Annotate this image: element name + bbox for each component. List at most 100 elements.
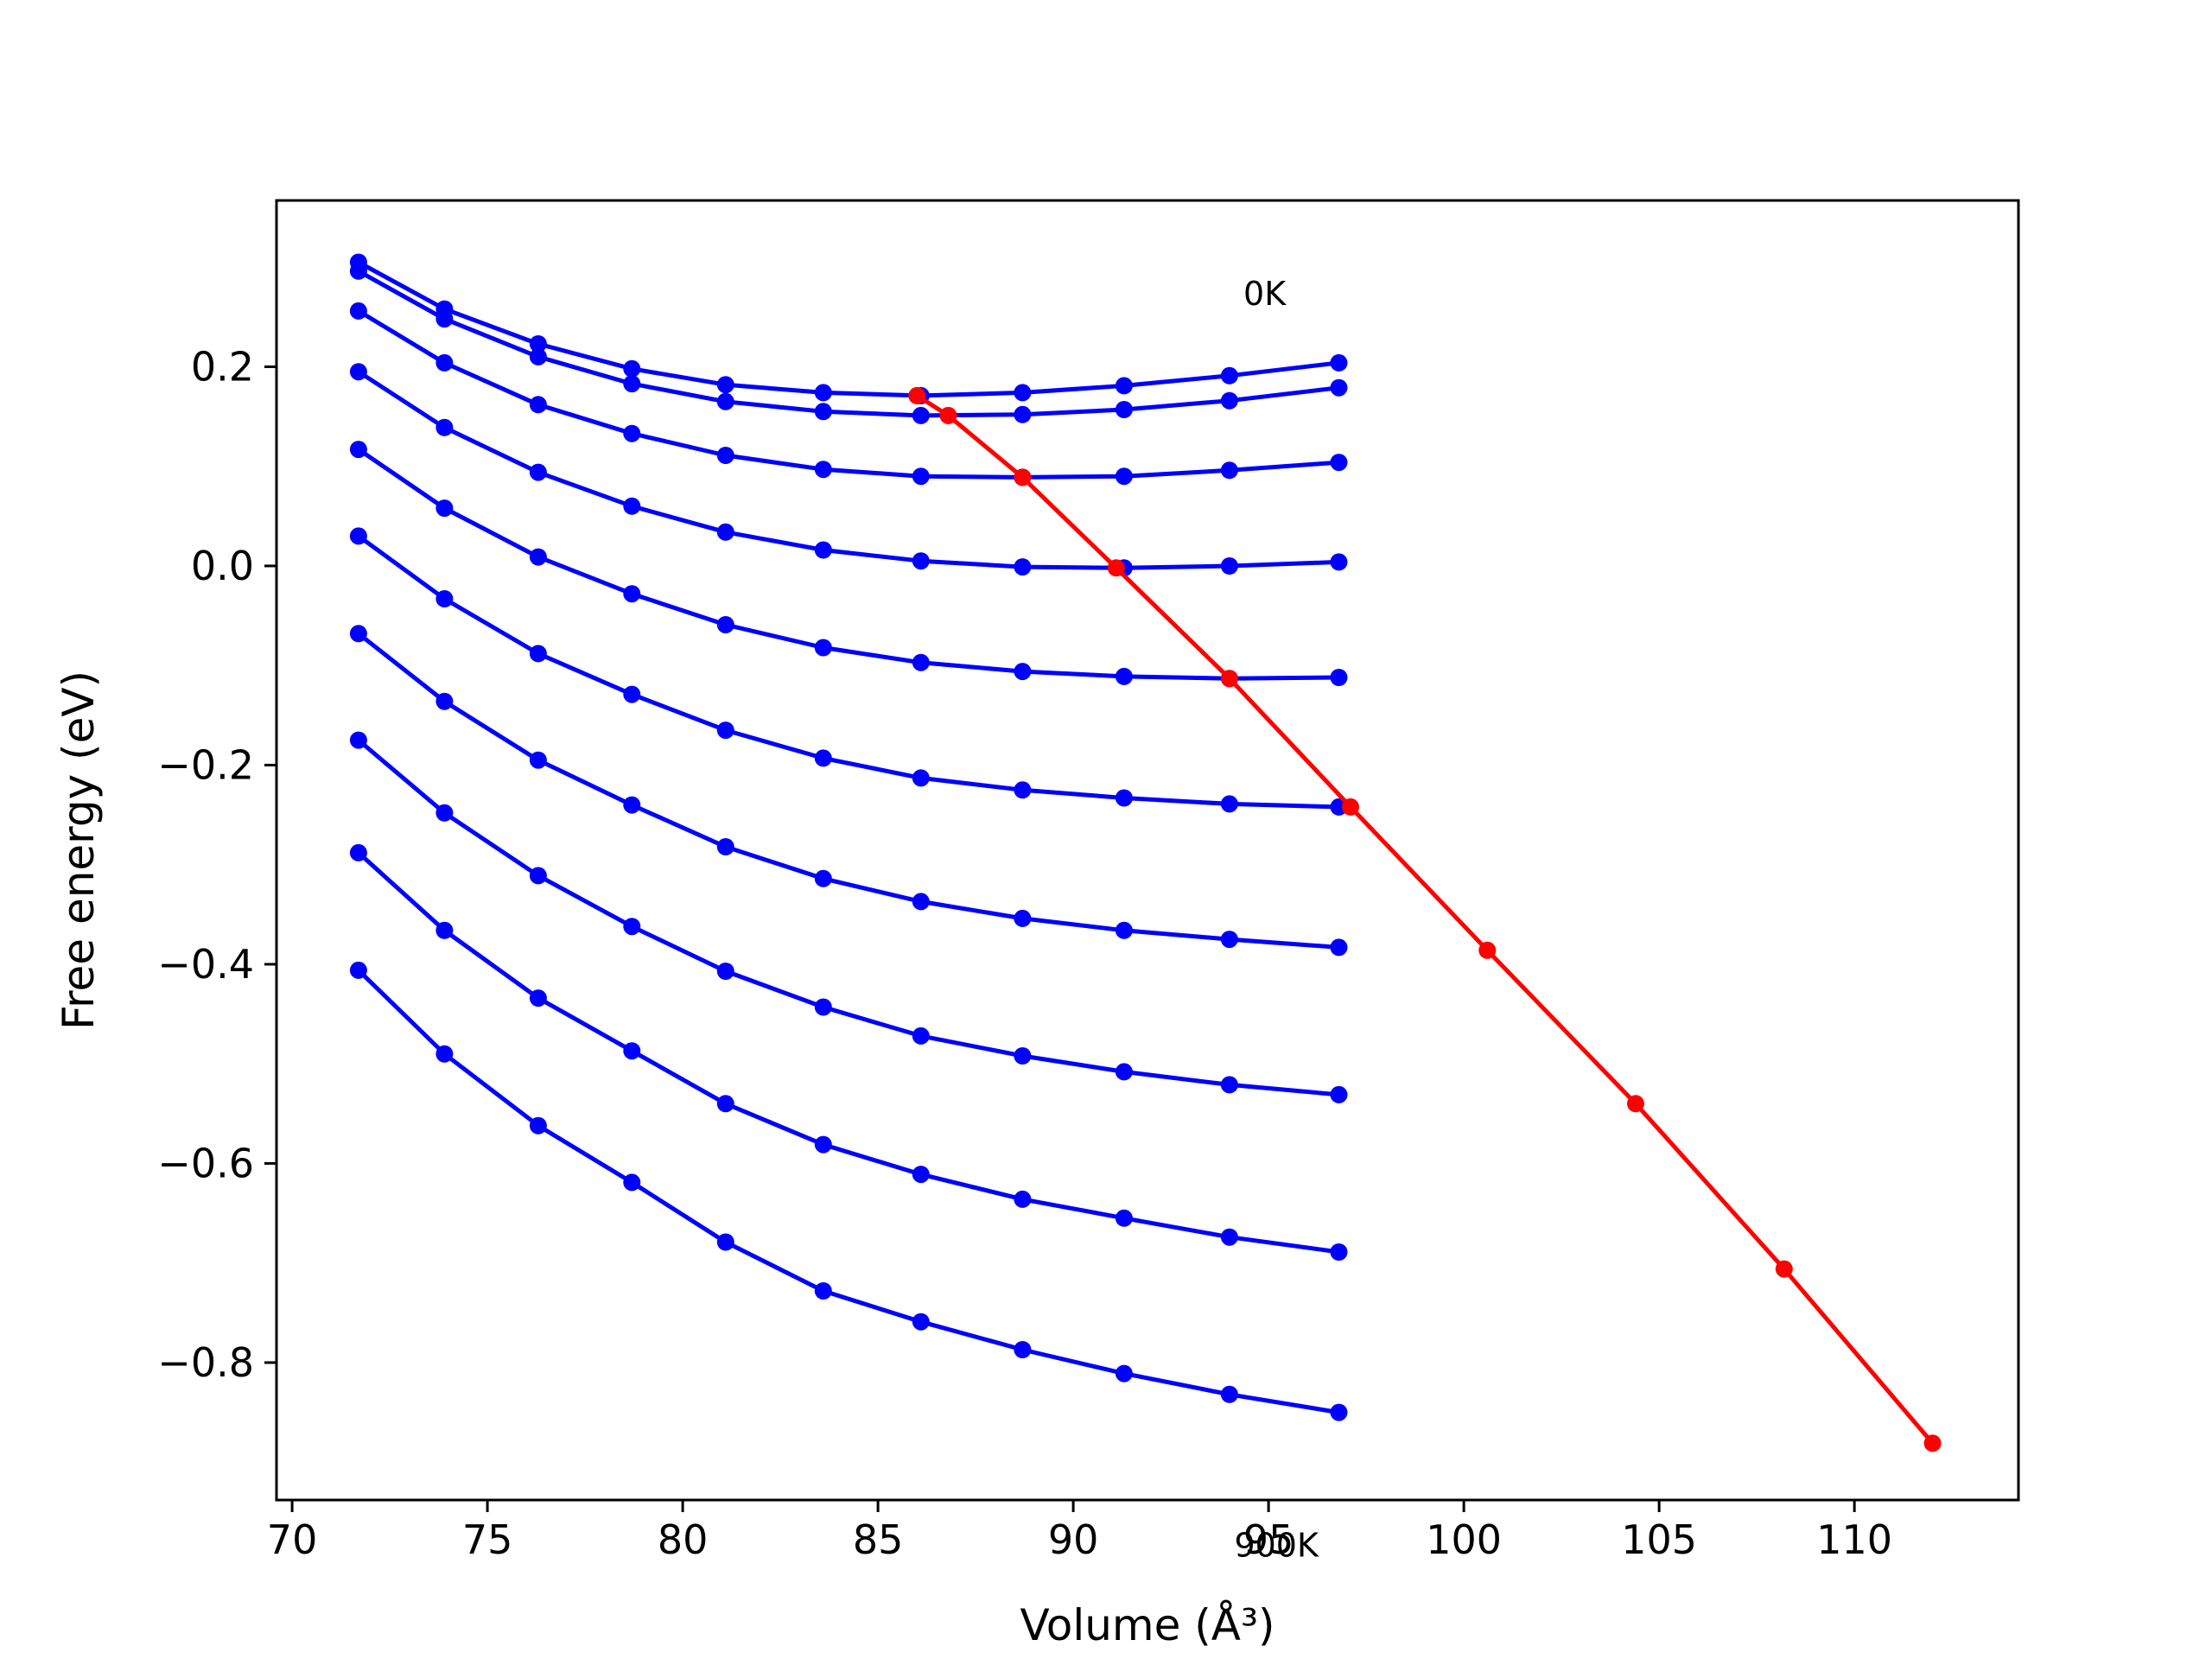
data-point: [912, 406, 930, 424]
data-point: [814, 749, 832, 767]
data-point: [435, 353, 454, 372]
x-tick-label: 100: [1426, 1516, 1502, 1563]
data-point: [1330, 938, 1348, 957]
data-point: [435, 921, 454, 939]
data-point: [623, 359, 641, 378]
data-point: [623, 685, 641, 703]
data-point: [1115, 1063, 1133, 1081]
equilibrium-point: [1775, 1260, 1793, 1278]
data-point: [1115, 377, 1133, 395]
data-point: [623, 796, 641, 814]
data-point: [716, 721, 734, 740]
data-point: [716, 616, 734, 633]
data-point: [1330, 353, 1348, 372]
y-tick-label: −0.4: [157, 941, 254, 988]
y-tick-label: 0.2: [191, 343, 254, 390]
data-point: [814, 1282, 832, 1300]
data-point: [716, 392, 734, 410]
series-8: [349, 843, 1348, 1261]
x-tick-label: 110: [1816, 1516, 1892, 1563]
data-point: [435, 310, 454, 328]
data-point: [1220, 391, 1238, 410]
data-point: [435, 418, 454, 436]
data-point: [814, 541, 832, 559]
plot-frame: [275, 199, 2020, 1502]
equilibrium-point: [1478, 941, 1497, 959]
data-point: [814, 384, 832, 402]
data-point: [716, 963, 734, 980]
series-5: [349, 527, 1348, 816]
x-tick-label: 80: [658, 1516, 709, 1563]
equilibrium-point: [1220, 670, 1238, 688]
equilibrium-volume-line: [914, 393, 1936, 1446]
series-1: [349, 262, 1348, 424]
x-tick-label: 105: [1621, 1516, 1697, 1563]
x-axis-ticks: 70 75 80 85 90 95 100 105 110: [267, 1500, 1892, 1563]
data-point: [814, 869, 832, 887]
data-point: [623, 918, 641, 936]
data-point: [1330, 1085, 1348, 1103]
data-point: [1220, 366, 1238, 385]
y-axis-ticks: 0.2 0.0 −0.2 −0.4 −0.6 −0.8: [157, 343, 276, 1386]
data-point: [716, 838, 734, 855]
data-point: [349, 363, 367, 381]
data-point: [1014, 663, 1032, 681]
annotation-layer: 0K 900K: [1234, 275, 1319, 1565]
data-point: [1115, 467, 1133, 486]
series-9: [349, 961, 1348, 1421]
data-point: [435, 692, 454, 710]
series-2: [349, 302, 1348, 486]
data-point: [1330, 1403, 1348, 1421]
data-point: [1220, 1385, 1238, 1403]
data-point: [716, 523, 734, 541]
data-point: [623, 424, 641, 442]
data-point: [349, 843, 367, 861]
data-point: [1014, 405, 1032, 423]
data-point: [529, 867, 547, 885]
data-point: [1014, 781, 1032, 799]
data-point: [1115, 667, 1133, 685]
data-point: [814, 461, 832, 479]
data-point: [912, 1313, 930, 1331]
data-point: [1014, 384, 1032, 402]
series-7: [349, 731, 1348, 1103]
data-point: [1220, 557, 1238, 575]
temperature-annotation: 0K: [1243, 275, 1287, 313]
data-point: [435, 804, 454, 822]
data-point: [529, 335, 547, 353]
data-point: [349, 961, 367, 979]
data-point: [435, 1045, 454, 1063]
data-point: [1220, 931, 1238, 949]
x-tick-label: 95: [1243, 1516, 1294, 1563]
y-tick-label: −0.8: [157, 1339, 254, 1386]
data-point: [349, 625, 367, 643]
data-point: [1014, 909, 1032, 927]
equilibrium-point: [1923, 1434, 1942, 1452]
data-point: [349, 441, 367, 459]
data-point: [349, 262, 367, 280]
y-tick-label: 0.0: [191, 543, 254, 589]
data-point: [529, 645, 547, 663]
series-6: [349, 625, 1348, 957]
data-point: [1220, 1076, 1238, 1094]
y-axis-label: Free energy (eV): [54, 671, 104, 1030]
data-point: [1220, 461, 1238, 480]
data-point: [529, 396, 547, 414]
data-point: [1014, 558, 1032, 576]
data-point: [1014, 1341, 1032, 1358]
data-point: [349, 302, 367, 320]
data-point: [814, 639, 832, 657]
equilibrium-point: [939, 406, 957, 424]
data-point: [1115, 921, 1133, 939]
trend-layer: [908, 386, 1942, 1452]
equilibrium-point: [1014, 468, 1032, 486]
temperature-annotation: 900K: [1234, 1527, 1319, 1565]
data-point: [529, 989, 547, 1007]
data-point: [1115, 1364, 1133, 1382]
data-point: [623, 375, 641, 393]
data-point: [1220, 1228, 1238, 1246]
data-point: [1014, 1047, 1032, 1065]
data-point: [716, 376, 734, 394]
x-tick-label: 70: [267, 1516, 318, 1563]
